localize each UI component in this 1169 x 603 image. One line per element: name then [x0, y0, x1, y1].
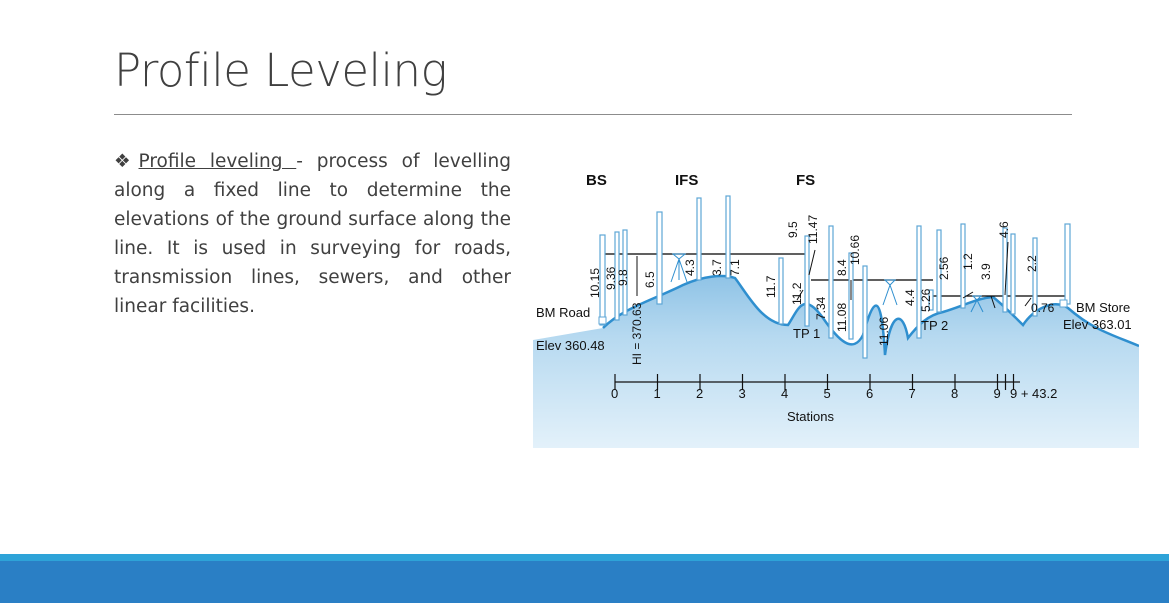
station-tick-label: 7: [909, 386, 916, 401]
tp1-label: TP 1: [793, 326, 820, 341]
reading-label: 9.8: [616, 269, 630, 286]
reading-label: 9.36: [604, 266, 618, 290]
reading-label: 2.56: [937, 256, 951, 280]
header-ifs: IFS: [675, 172, 698, 189]
station-tick-label: 6: [866, 386, 873, 401]
definition-text: - process of levelling along a fixed lin…: [114, 151, 511, 317]
reading-label: 2.2: [1025, 255, 1039, 272]
reading-label: 11.2: [790, 282, 804, 305]
reading-label: 11.7: [764, 275, 778, 298]
level-instrument-icons: [670, 253, 984, 313]
profile-leveling-diagram: BS IFS FS 10.15 9.36 9.8 6.5 4.3 3.7 7.1…: [533, 172, 1139, 448]
station-tick-label: 3: [739, 386, 746, 401]
reading-label: 11.06: [877, 317, 891, 346]
bullet-diamond-icon: ❖: [114, 151, 139, 172]
reading-label: 8.4: [835, 259, 849, 276]
reading-label: 1.2: [961, 253, 975, 270]
footer-accent-bar: [0, 554, 1169, 561]
reading-label: 9.5: [786, 221, 800, 238]
station-tick-label: 1: [654, 386, 661, 401]
reading-label: 3.9: [979, 263, 993, 280]
header-fs: FS: [796, 172, 815, 189]
reading-label: 3.7: [710, 259, 724, 276]
reading-label: 11.47: [806, 215, 820, 244]
end-station-label: 9 + 43.2: [1010, 386, 1057, 401]
station-axis: 0 1 2 3 4 5 6 7 8 9 9 + 43.2 Stations: [611, 374, 1057, 424]
reading-label: 4.4: [903, 289, 917, 306]
stations-label: Stations: [787, 409, 834, 424]
ground-profile: [533, 274, 1139, 448]
reading-label: 4.6: [997, 221, 1011, 238]
level-rods: [599, 195, 1071, 359]
reading-label: 7.1: [728, 259, 742, 276]
station-tick-label: 5: [824, 386, 831, 401]
column-headers: BS IFS FS: [586, 172, 815, 189]
station-tick-label: 9: [994, 386, 1001, 401]
rod-readings: 10.15 9.36 9.8 6.5 4.3 3.7 7.1 11.7 11.2…: [588, 215, 1055, 346]
reading-label: 4.3: [683, 259, 697, 276]
station-tick-label: 2: [696, 386, 703, 401]
bm-store-elev: Elev 363.01: [1063, 317, 1132, 332]
definition-paragraph: ❖Profile leveling - process of levelling…: [114, 147, 511, 321]
reading-label: 6.5: [643, 271, 657, 288]
station-tick-label: 0: [611, 386, 618, 401]
bm-road-label: BM Road: [536, 305, 590, 320]
reading-label: 11.08: [835, 303, 849, 332]
footer-bar: [0, 561, 1169, 603]
bm-store-label: BM Store: [1076, 300, 1130, 315]
title-divider: [114, 114, 1072, 115]
station-tick-label: 4: [781, 386, 788, 401]
reading-label: 10.15: [588, 268, 602, 298]
reading-label: 10.66: [848, 235, 862, 265]
reading-label: 5.26: [919, 288, 933, 312]
reading-arrows: [796, 241, 1032, 309]
header-bs: BS: [586, 172, 607, 189]
bm-road-elev: Elev 360.48: [536, 338, 605, 353]
reading-label: 0.76: [1031, 301, 1055, 315]
hi-label: HI = 370.63: [630, 302, 644, 365]
term-profile-leveling: Profile leveling: [138, 151, 297, 172]
slide-title: Profile Leveling: [114, 44, 448, 97]
tp2-label: TP 2: [921, 318, 948, 333]
station-tick-label: 8: [951, 386, 958, 401]
bench-marks: [598, 299, 1068, 325]
reading-label: 7.34: [814, 296, 828, 320]
